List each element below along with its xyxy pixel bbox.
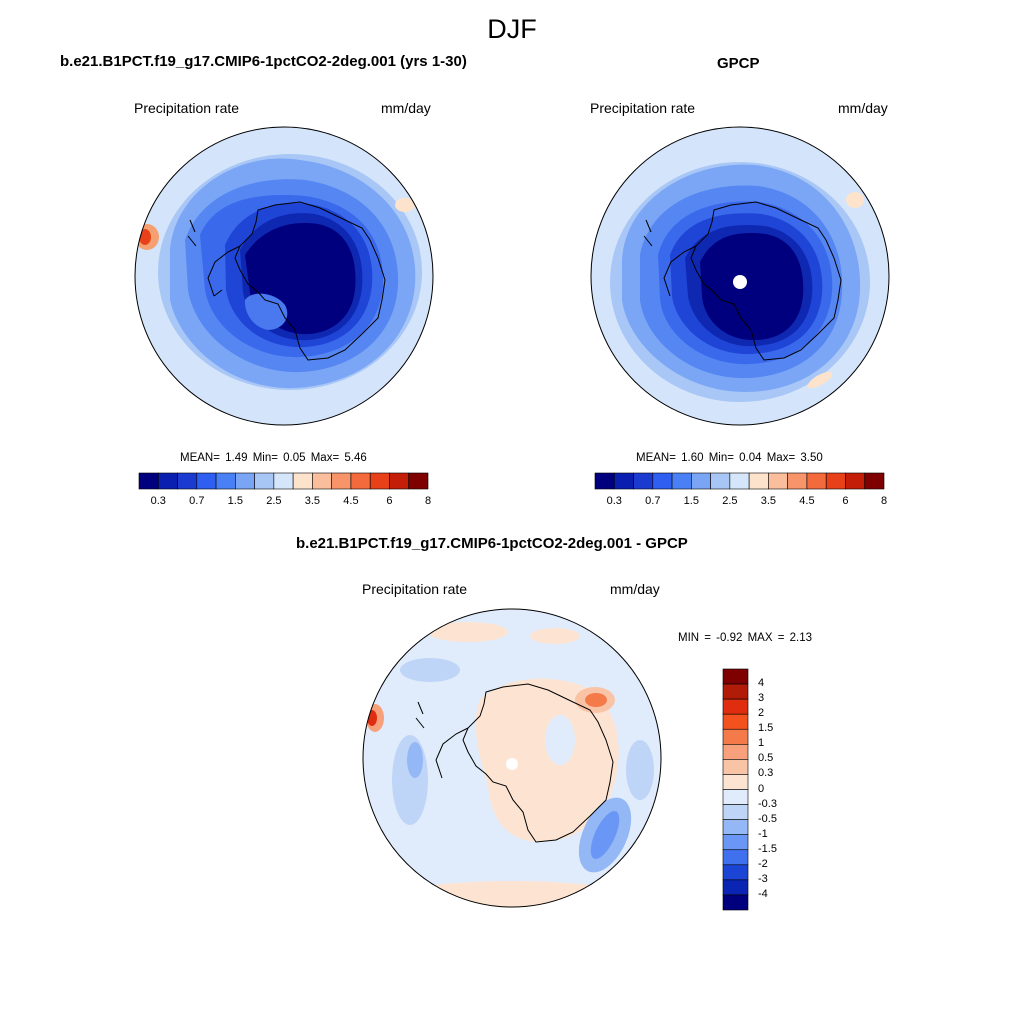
model-colorbar bbox=[138, 472, 429, 490]
diff-colorbar-tick-label: -3 bbox=[758, 872, 768, 885]
obs-colorbar-box bbox=[845, 472, 866, 490]
obs-colorbar-box bbox=[594, 472, 615, 490]
diff-colorbar-box bbox=[722, 683, 749, 700]
model-colorbar-box bbox=[157, 472, 178, 490]
model-colorbar-box bbox=[389, 472, 410, 490]
model-colorbar-box bbox=[292, 472, 313, 490]
model-polar-map bbox=[134, 126, 434, 426]
diff-colorbar-box bbox=[722, 849, 749, 866]
diff-colorbar-box bbox=[722, 668, 749, 685]
obs-colorbar-box bbox=[633, 472, 654, 490]
model-colorbar-tick-label: 2.5 bbox=[266, 495, 282, 507]
obs-colorbar-tick-label: 0.3 bbox=[606, 495, 622, 507]
model-variable-label: Precipitation rate bbox=[134, 100, 240, 116]
model-units-label: mm/day bbox=[381, 100, 431, 116]
obs-colorbar-tick-label: 0.7 bbox=[645, 495, 661, 507]
diff-colorbar-tick-label: -0.5 bbox=[758, 812, 777, 825]
diff-panel-title: b.e21.B1PCT.f19_g17.CMIP6-1pctCO2-2deg.0… bbox=[296, 535, 688, 552]
obs-pole-missing-marker bbox=[733, 275, 747, 289]
obs-colorbar-box bbox=[613, 472, 634, 490]
diff-colorbar-tick-label: 4 bbox=[758, 677, 765, 690]
diff-colorbar-tick-label: 0 bbox=[758, 782, 765, 795]
model-colorbar-box bbox=[369, 472, 390, 490]
obs-colorbar-box bbox=[748, 472, 769, 490]
diff-colorbar-box bbox=[722, 713, 749, 730]
model-colorbar-box bbox=[273, 472, 294, 490]
diff-colorbar-box bbox=[722, 698, 749, 715]
diff-colorbar-tick-label: -1.5 bbox=[758, 842, 777, 855]
obs-colorbar bbox=[594, 472, 885, 490]
obs-colorbar-box bbox=[710, 472, 731, 490]
obs-colorbar-tick-label: 1.5 bbox=[683, 495, 699, 507]
model-colorbar-tick-label: 3.5 bbox=[304, 495, 321, 507]
model-panel-title: b.e21.B1PCT.f19_g17.CMIP6-1pctCO2-2deg.0… bbox=[60, 53, 467, 70]
obs-colorbar-tick-label: 4.5 bbox=[799, 495, 815, 507]
model-colorbar-tick-label: 0.7 bbox=[189, 495, 205, 507]
diff-colorbar-tick-label: 0.5 bbox=[758, 752, 774, 765]
model-colorbar-tick-label: 1.5 bbox=[227, 495, 243, 507]
obs-colorbar-box bbox=[825, 472, 846, 490]
diff-colorbar-box bbox=[722, 789, 749, 805]
obs-colorbar-box bbox=[806, 472, 827, 490]
model-colorbar-box bbox=[235, 472, 255, 490]
model-colorbar-tick-label: 6 bbox=[386, 495, 393, 507]
obs-colorbar-box bbox=[671, 472, 692, 490]
diff-colorbar-box bbox=[722, 834, 749, 851]
diff-colorbar-tick-label: -4 bbox=[758, 887, 768, 900]
obs-stats: MEAN= 1.60 Min= 0.04 Max= 3.50 bbox=[636, 452, 823, 464]
obs-colorbar-tick-label: 6 bbox=[842, 495, 849, 507]
obs-colorbar-box bbox=[729, 472, 750, 490]
obs-colorbar-tick-label: 8 bbox=[880, 495, 888, 507]
model-colorbar-box bbox=[196, 472, 217, 490]
diff-colorbar bbox=[722, 668, 749, 911]
diff-colorbar-box bbox=[722, 804, 749, 820]
obs-colorbar-box bbox=[691, 472, 711, 490]
model-colorbar-box bbox=[254, 472, 275, 490]
diff-colorbar-tick-label: 1.5 bbox=[758, 722, 774, 735]
obs-colorbar-box bbox=[864, 472, 885, 490]
diff-units-label: mm/day bbox=[610, 581, 660, 597]
model-colorbar-box bbox=[138, 472, 159, 490]
diff-colorbar-tick-label: -1 bbox=[758, 827, 768, 840]
model-colorbar-tick-label: 8 bbox=[424, 495, 432, 507]
diff-colorbar-box bbox=[722, 864, 749, 881]
diff-colorbar-box bbox=[722, 774, 749, 790]
obs-colorbar-tick-label: 2.5 bbox=[722, 495, 738, 507]
figure-title-season: DJF bbox=[487, 14, 537, 44]
diff-colorbar-tick-label: 1 bbox=[758, 737, 765, 750]
diff-colorbar-tick-label: -2 bbox=[758, 857, 768, 870]
model-colorbar-box bbox=[331, 472, 352, 490]
diff-pole-missing-marker bbox=[506, 758, 518, 770]
model-colorbar-box bbox=[312, 472, 332, 490]
obs-polar-map bbox=[590, 126, 890, 426]
diff-colorbar-box bbox=[722, 819, 749, 835]
obs-colorbar-tick-label: 3.5 bbox=[760, 495, 777, 507]
diff-colorbar-box bbox=[722, 759, 749, 775]
model-colorbar-tick-label: 4.5 bbox=[343, 495, 359, 507]
model-stats: MEAN= 1.49 Min= 0.05 Max= 5.46 bbox=[180, 452, 367, 464]
model-colorbar-box bbox=[215, 472, 236, 490]
diff-colorbar-box bbox=[722, 728, 749, 745]
diff-colorbar-box bbox=[722, 879, 749, 896]
diff-colorbar-tick-label: 0.3 bbox=[758, 767, 774, 780]
model-colorbar-box bbox=[350, 472, 371, 490]
obs-colorbar-box bbox=[652, 472, 673, 490]
diff-stats: MIN = -0.92 MAX = 2.13 bbox=[678, 632, 813, 644]
diff-colorbar-box bbox=[722, 894, 749, 911]
diff-colorbar-tick-label: 3 bbox=[758, 692, 765, 705]
obs-variable-label: Precipitation rate bbox=[590, 100, 696, 116]
model-colorbar-tick-label: 0.3 bbox=[150, 495, 166, 507]
obs-units-label: mm/day bbox=[838, 100, 888, 116]
obs-colorbar-box bbox=[787, 472, 808, 490]
obs-panel-title: GPCP bbox=[717, 55, 760, 72]
model-colorbar-box bbox=[177, 472, 198, 490]
diff-colorbar-tick-label: -0.3 bbox=[758, 797, 777, 810]
obs-colorbar-box bbox=[768, 472, 788, 490]
diff-variable-label: Precipitation rate bbox=[362, 581, 468, 597]
diff-colorbar-box bbox=[722, 744, 749, 760]
diff-polar-map bbox=[362, 608, 662, 908]
model-colorbar-box bbox=[408, 472, 429, 490]
diff-colorbar-tick-label: 2 bbox=[758, 707, 765, 720]
